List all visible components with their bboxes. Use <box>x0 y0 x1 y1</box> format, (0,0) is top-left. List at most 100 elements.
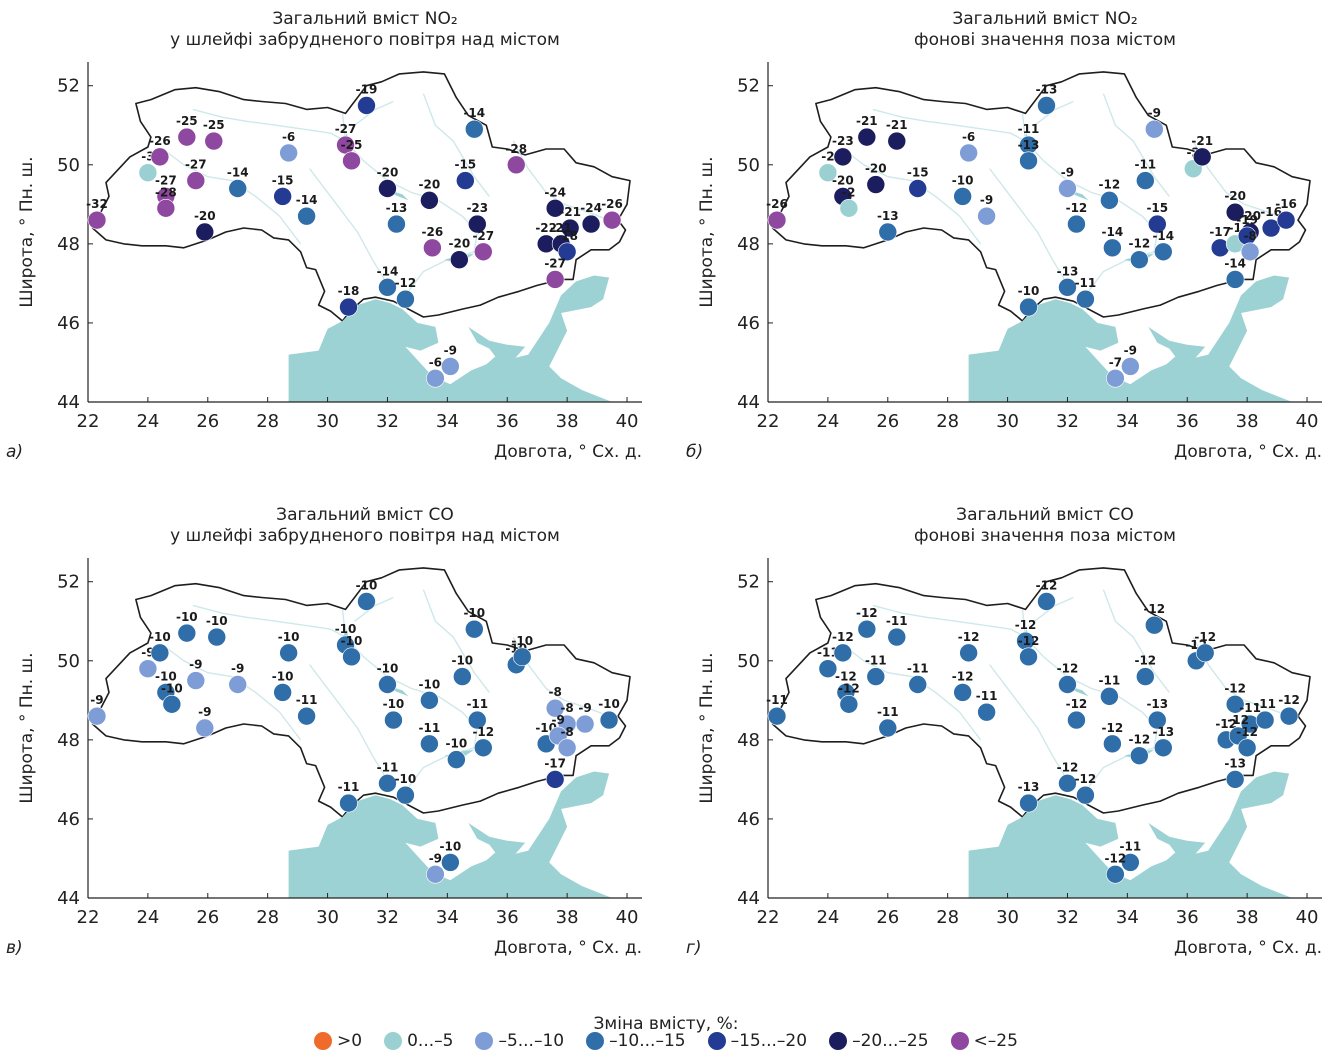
data-point <box>279 143 298 163</box>
data-label: -15 <box>1146 201 1168 215</box>
data-point <box>1153 242 1173 262</box>
x-tick-label: 22 <box>77 411 100 432</box>
data-label: -1 <box>1228 221 1241 235</box>
river <box>309 168 386 280</box>
chart-panel-4: 22 24 26 28 30 32 34 36 38 40 44 46 48 50 52 Широта, ° … <box>686 505 1322 958</box>
data-point <box>87 210 107 230</box>
data-point <box>357 96 376 115</box>
legend-title: Зміна вмісту, %: <box>593 1014 739 1034</box>
y-tick-label: 46 <box>737 809 760 830</box>
data-label: -13 <box>1036 82 1058 96</box>
data-label: -13 <box>1018 780 1040 794</box>
legend-item: <–25 <box>950 1031 1018 1051</box>
data-label: -12 <box>1018 634 1040 648</box>
y-tick-label: 52 <box>57 76 80 97</box>
data-label: -11 <box>766 693 788 707</box>
data-label: -11 <box>419 721 441 735</box>
data-point <box>1276 210 1296 230</box>
data-point <box>297 206 316 226</box>
data-label: -17 <box>1209 225 1231 239</box>
data-point <box>1225 202 1245 222</box>
data-label: -23 <box>466 201 488 215</box>
data-point <box>339 297 358 317</box>
data-label: -9 <box>578 701 591 715</box>
data-point <box>1153 738 1173 758</box>
data-point <box>467 214 487 234</box>
data-point <box>1145 615 1164 635</box>
y-tick-label: 46 <box>737 313 760 334</box>
data-point <box>420 191 439 210</box>
chart-title: Загальний вміст CO <box>956 505 1134 525</box>
river <box>309 664 386 776</box>
legend-item: 0...–5 <box>384 1031 453 1051</box>
river <box>1102 93 1170 197</box>
data-label: -20 <box>832 173 854 187</box>
data-point <box>186 671 206 690</box>
data-label: -18 <box>338 284 360 298</box>
x-tick-label: 36 <box>1176 411 1199 432</box>
data-label: -23 <box>832 134 854 148</box>
chart-subtitle: у шлейфі забрудненого повітря над містом <box>170 526 560 546</box>
legend-item: >0 <box>314 1031 362 1051</box>
data-label: -14 <box>1224 256 1246 270</box>
x-tick-label: 40 <box>616 907 639 928</box>
data-label: -10 <box>445 737 467 751</box>
data-label: -12 <box>1128 733 1150 747</box>
data-point <box>1103 238 1122 258</box>
data-point <box>447 750 466 769</box>
data-label: -12 <box>1075 772 1097 786</box>
data-point <box>228 179 248 198</box>
data-point <box>195 718 215 738</box>
data-point <box>87 706 107 726</box>
data-label: -15 <box>454 158 476 172</box>
data-label: -22 <box>535 221 557 235</box>
legend-swatch <box>384 1032 403 1050</box>
data-label: -11 <box>976 689 998 703</box>
river <box>842 148 982 245</box>
legend-label: –15...–20 <box>730 1031 808 1051</box>
data-label: -16 <box>1275 197 1297 211</box>
data-point <box>420 691 439 710</box>
data-point <box>1130 746 1149 765</box>
legend-label: <–25 <box>973 1031 1018 1051</box>
data-label: -12 <box>1099 177 1121 191</box>
data-points: -11-11-12-12-12-12-11-11-11-11-12-12-11-… <box>766 578 1300 884</box>
x-tick-label: 24 <box>136 411 159 432</box>
data-label: -10 <box>440 839 462 853</box>
data-label: -10 <box>598 697 620 711</box>
data-point <box>818 659 838 678</box>
data-label: -12 <box>395 276 417 290</box>
legend-label: >0 <box>337 1031 363 1051</box>
data-label: -24 <box>580 201 602 215</box>
river <box>872 108 1026 142</box>
data-point <box>150 147 170 167</box>
data-label: -26 <box>149 134 171 148</box>
data-label: -12 <box>1143 602 1165 616</box>
data-point <box>1225 270 1245 289</box>
x-tick-label: 34 <box>1116 411 1139 432</box>
x-tick-label: 38 <box>1236 411 1259 432</box>
data-label: -11 <box>466 697 488 711</box>
data-label: -6 <box>962 130 975 144</box>
legend-item: –20...–25 <box>829 1031 929 1051</box>
data-point <box>186 171 206 190</box>
x-tick-label: 32 <box>1056 907 1079 928</box>
river <box>354 596 394 622</box>
legend-label: –10...–15 <box>609 1031 686 1051</box>
data-label: -10 <box>149 630 171 644</box>
data-point <box>150 643 170 663</box>
data-point <box>1255 710 1275 730</box>
data-point <box>423 238 442 258</box>
data-point <box>599 710 619 730</box>
data-label: -21 <box>550 221 572 235</box>
data-point <box>1136 667 1155 686</box>
data-label: -20 <box>865 162 887 176</box>
legend-label: 0...–5 <box>407 1031 454 1051</box>
data-label: -10 <box>511 634 533 648</box>
river <box>341 609 479 788</box>
river <box>1034 596 1074 622</box>
data-point <box>557 738 577 758</box>
country-border <box>91 567 631 818</box>
data-label: -10 <box>341 634 363 648</box>
data-label: -2 <box>842 185 855 199</box>
